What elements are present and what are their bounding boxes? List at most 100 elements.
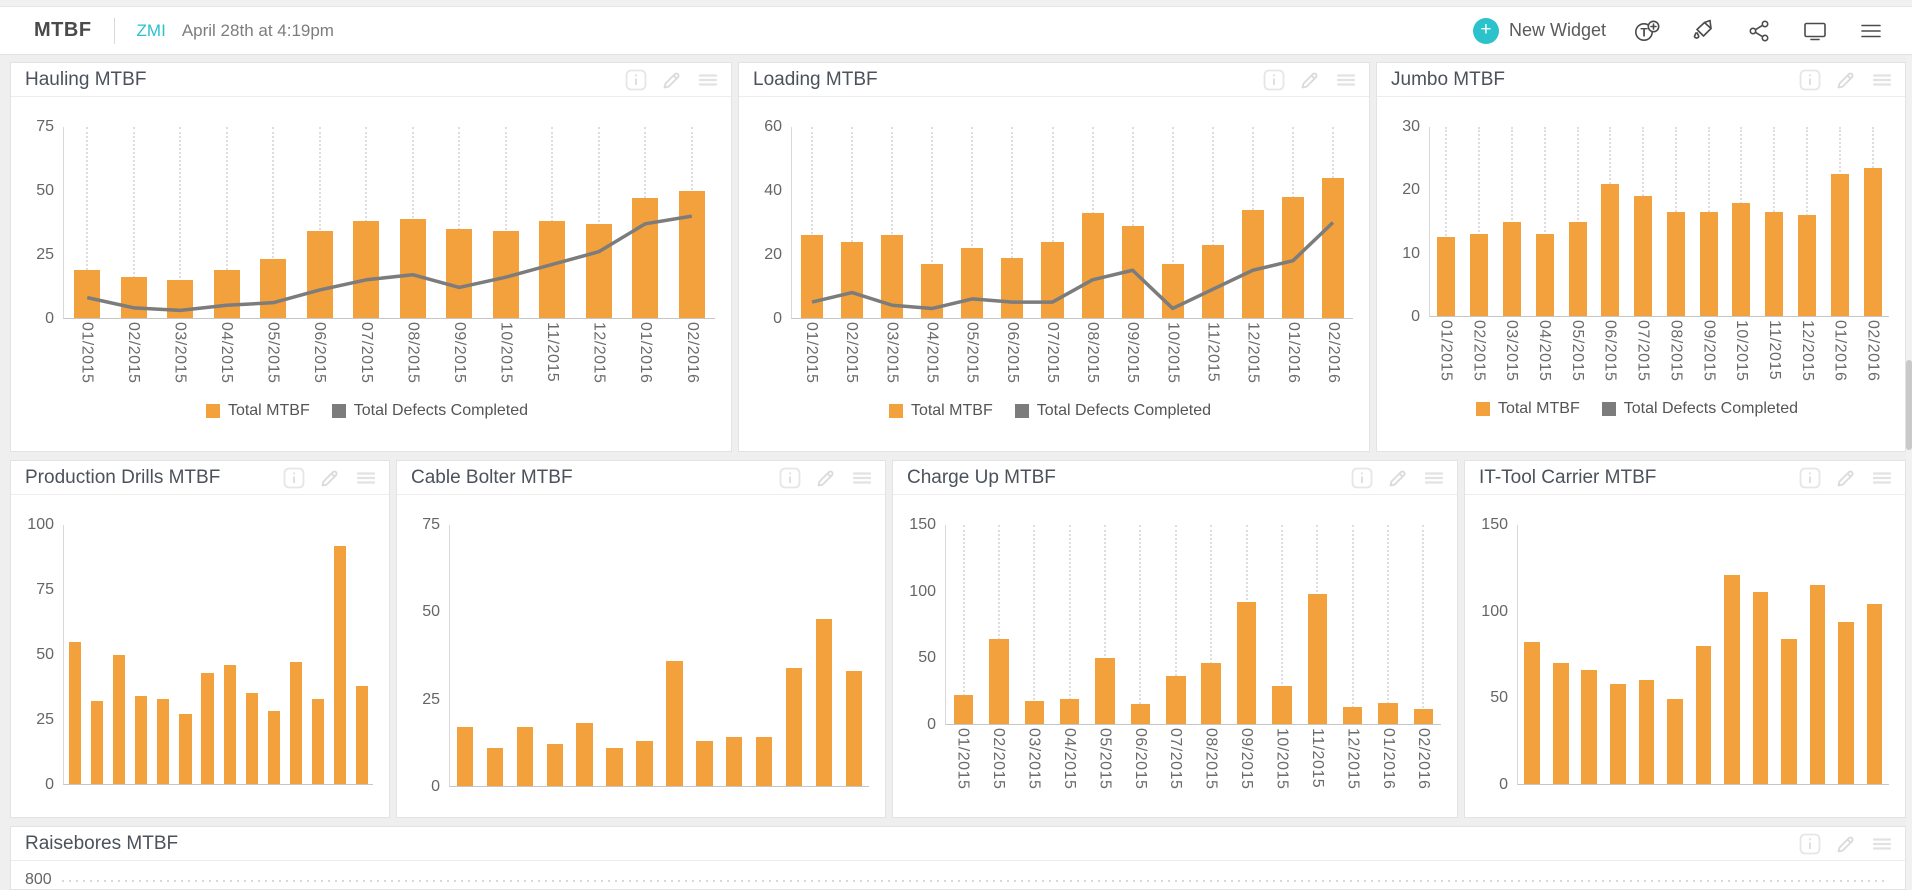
bar[interactable] [486,747,504,786]
bar[interactable] [1699,212,1718,316]
bar[interactable] [1060,698,1080,724]
bar[interactable] [213,269,240,318]
bar[interactable] [606,747,623,786]
bar[interactable] [260,259,287,318]
bar[interactable] [1765,212,1784,316]
bar[interactable] [678,190,705,318]
bar[interactable] [539,221,566,318]
bar[interactable] [921,263,944,318]
menu-icon[interactable] [1423,467,1445,489]
info-icon[interactable] [1351,467,1373,489]
bar[interactable] [223,664,236,784]
bar[interactable] [546,744,563,786]
menu-icon[interactable] [355,467,377,489]
bar[interactable] [201,672,214,784]
menu-icon[interactable] [1871,69,1893,91]
bar[interactable] [1470,234,1489,316]
info-icon[interactable] [1799,69,1821,91]
text-widget-icon[interactable]: T [1632,17,1662,45]
bar[interactable] [456,726,474,786]
bar[interactable] [1281,197,1304,318]
bar[interactable] [1610,683,1626,784]
bar[interactable] [961,247,984,318]
info-icon[interactable] [1799,467,1821,489]
display-icon[interactable] [1800,17,1830,45]
bar[interactable] [801,235,824,318]
bar[interactable] [1781,638,1797,784]
edit-icon[interactable] [1835,467,1857,489]
bar[interactable] [1797,215,1816,316]
bar[interactable] [1502,221,1521,316]
bar[interactable] [74,269,101,318]
bar[interactable] [1524,642,1541,784]
bar[interactable] [289,662,302,784]
bar[interactable] [399,218,426,318]
info-icon[interactable] [1799,833,1821,855]
bar[interactable] [179,714,192,784]
info-icon[interactable] [283,467,305,489]
bar[interactable] [1667,699,1683,784]
bar[interactable] [1272,685,1292,724]
bar[interactable] [1638,680,1655,784]
bar[interactable] [135,695,148,784]
legend-item-total-defects-completed[interactable]: Total Defects Completed [1601,400,1798,418]
bar[interactable] [1024,701,1045,724]
bar[interactable] [355,685,369,784]
bar[interactable] [1838,621,1854,784]
bar[interactable] [492,231,519,318]
menu-icon[interactable] [697,69,719,91]
menu-icon[interactable] [1856,17,1886,45]
bar[interactable] [1413,709,1434,724]
edit-icon[interactable] [1387,467,1409,489]
bar[interactable] [1095,657,1115,724]
menu-icon[interactable] [1871,833,1893,855]
bar[interactable] [815,618,833,786]
info-icon[interactable] [1263,69,1285,91]
scrollbar-thumb[interactable] [1906,360,1912,450]
bar[interactable] [267,711,280,784]
bar[interactable] [446,228,473,318]
bar[interactable] [1378,702,1398,724]
bar[interactable] [1041,241,1064,318]
bar[interactable] [333,545,347,784]
bar[interactable] [953,694,974,724]
bar[interactable] [1695,645,1712,784]
bar[interactable] [1130,704,1151,724]
bar[interactable] [576,723,593,786]
menu-icon[interactable] [851,467,873,489]
bar[interactable] [1732,202,1751,316]
bar[interactable] [726,737,743,786]
bar[interactable] [785,667,803,786]
bar[interactable] [1830,174,1849,316]
bar[interactable] [167,279,194,318]
bar[interactable] [245,693,258,784]
bar[interactable] [989,639,1009,724]
bar[interactable] [1863,167,1882,316]
bar[interactable] [311,698,324,784]
bar[interactable] [1322,177,1345,318]
edit-icon[interactable] [1299,69,1321,91]
bar[interactable] [1568,221,1587,316]
bar[interactable] [881,235,904,318]
legend-item-total-defects-completed[interactable]: Total Defects Completed [1014,402,1211,420]
info-icon[interactable] [779,467,801,489]
info-icon[interactable] [625,69,647,91]
bar[interactable] [1001,257,1024,318]
menu-icon[interactable] [1335,69,1357,91]
share-icon[interactable] [1744,17,1774,45]
legend-item-total-mtbf[interactable]: Total MTBF [1475,400,1580,418]
bar[interactable] [632,198,659,318]
bar[interactable] [157,698,170,784]
fill-icon[interactable] [1688,17,1718,45]
bar[interactable] [1166,676,1186,724]
new-widget-button[interactable]: + New Widget [1472,17,1606,44]
bar[interactable] [1161,263,1184,318]
bar[interactable] [1201,662,1221,724]
bar[interactable] [1437,237,1456,316]
bar[interactable] [91,701,104,784]
legend-item-total-mtbf[interactable]: Total MTBF [205,402,310,420]
bar[interactable] [1581,670,1598,784]
bar[interactable] [1752,592,1769,784]
bar[interactable] [120,277,147,318]
bar[interactable] [845,671,863,786]
